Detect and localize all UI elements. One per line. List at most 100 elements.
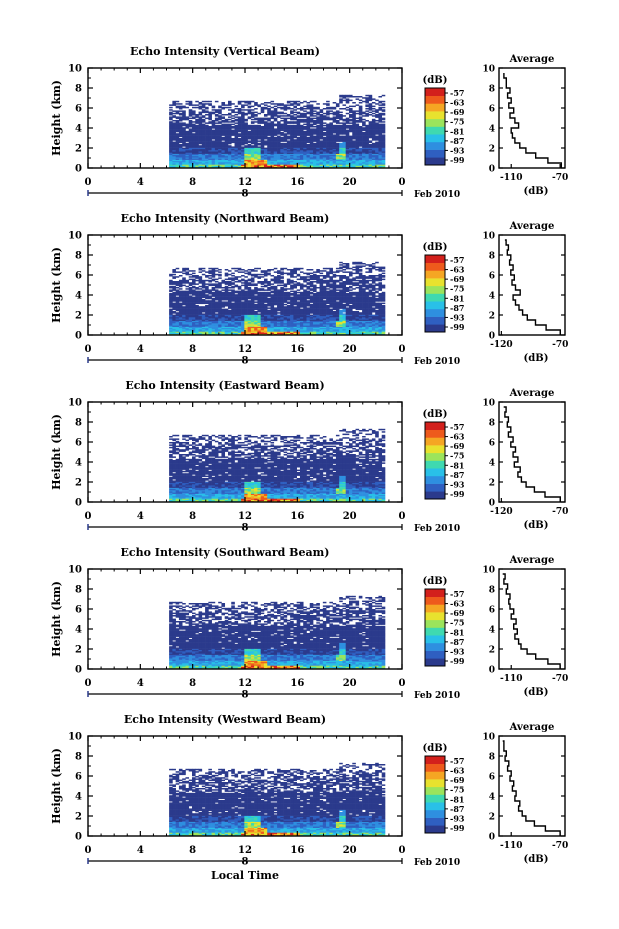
heatmap-cell xyxy=(299,108,304,110)
heatmap-cell xyxy=(227,148,232,151)
heatmap-cell xyxy=(195,121,199,123)
heatmap-cell xyxy=(169,117,173,120)
heatmap-cell xyxy=(280,104,284,106)
heatmap-cell xyxy=(277,139,281,141)
heatmap-cell xyxy=(293,146,297,148)
heatmap-cell xyxy=(267,141,271,144)
heatmap-cell xyxy=(277,146,281,148)
heatmap-cell xyxy=(316,118,320,121)
x-tick-label: 16 xyxy=(290,177,304,188)
heatmap-cell xyxy=(241,289,245,291)
heatmap-cell xyxy=(182,118,186,121)
heatmap-cell xyxy=(198,153,203,156)
heatmap-cell xyxy=(358,96,363,98)
heatmap-cell xyxy=(221,148,226,151)
heatmap-cell xyxy=(326,146,330,148)
heatmap-cell xyxy=(293,306,297,308)
heatmap-cell xyxy=(277,156,281,158)
y-tick-label: 10 xyxy=(68,64,82,75)
heatmap-cell xyxy=(188,164,193,166)
heatmap-cell xyxy=(260,144,265,146)
heatmap-cell xyxy=(332,146,337,148)
heatmap-cell xyxy=(313,110,317,112)
heatmap-cell xyxy=(286,117,291,120)
heatmap-cell xyxy=(260,276,265,278)
heatmap-cell xyxy=(188,132,193,134)
heatmap-cell xyxy=(296,104,301,106)
heatmap-cell xyxy=(237,103,242,105)
heatmap-cell xyxy=(178,160,183,163)
heatmap-cell xyxy=(319,148,324,151)
heatmap-cell xyxy=(175,152,180,154)
heatmap-cell xyxy=(241,148,245,151)
heatmap-cell xyxy=(319,111,324,114)
heatmap-cell xyxy=(260,135,265,138)
heatmap-cell xyxy=(244,114,248,116)
heatmap-cell xyxy=(211,148,216,151)
heatmap-cell xyxy=(296,123,301,126)
heatmap-cell xyxy=(214,152,219,154)
heatmap-cell xyxy=(309,138,314,140)
heatmap-cell xyxy=(218,139,222,141)
heatmap-cell xyxy=(270,133,275,135)
heatmap-cell xyxy=(322,165,327,168)
heatmap-cell xyxy=(227,106,232,109)
heatmap-cell xyxy=(175,271,180,273)
heatmap-cell xyxy=(306,133,311,135)
heatmap-cell xyxy=(319,128,324,130)
heatmap-cell xyxy=(306,165,311,168)
heatmap-cell xyxy=(241,158,245,160)
heatmap-cell xyxy=(273,124,278,127)
heatmap-cell xyxy=(296,103,301,105)
heatmap-cell xyxy=(234,120,239,122)
heatmap-cell xyxy=(247,163,252,165)
heatmap-cell xyxy=(254,135,258,138)
heatmap-cell xyxy=(234,126,239,128)
heatmap-cell xyxy=(309,157,314,159)
heatmap-cell xyxy=(247,152,252,154)
heatmap-cell xyxy=(244,100,248,103)
heatmap-cell xyxy=(208,136,212,139)
heatmap-cell xyxy=(175,134,180,136)
heatmap-cell xyxy=(352,105,356,108)
heatmap-cell xyxy=(237,134,242,136)
heatmap-cell xyxy=(263,115,268,117)
heatmap-cell xyxy=(241,135,245,138)
heatmap-cell xyxy=(214,158,219,160)
heatmap-cell xyxy=(378,104,383,106)
heatmap-cell xyxy=(221,121,226,123)
heatmap-cell xyxy=(227,127,232,129)
heatmap-cell xyxy=(257,130,261,133)
heatmap-cell xyxy=(198,148,203,151)
heatmap-cell xyxy=(316,106,320,109)
heatmap-cell xyxy=(221,120,226,122)
heatmap-cell xyxy=(319,130,324,133)
heatmap-cell xyxy=(231,285,235,288)
heatmap-cell xyxy=(309,152,314,154)
heatmap-cell xyxy=(178,148,183,151)
heatmap-cell xyxy=(283,145,288,147)
heatmap-cell xyxy=(342,94,347,97)
heatmap-cell xyxy=(224,163,229,165)
heatmap-cell xyxy=(257,313,261,315)
heatmap-cell xyxy=(368,140,373,142)
heatmap-cell xyxy=(332,121,337,123)
heatmap-cell xyxy=(198,108,203,110)
heatmap-cell xyxy=(293,132,297,134)
heatmap-cell xyxy=(188,276,193,278)
heatmap-cell xyxy=(316,164,320,166)
heatmap-cell xyxy=(250,148,255,151)
heatmap-cell xyxy=(192,275,196,277)
heatmap-cell xyxy=(313,120,317,122)
heatmap-cell xyxy=(283,127,288,129)
heatmap-cell xyxy=(198,102,203,104)
heatmap-cell xyxy=(205,145,209,147)
heatmap-cell xyxy=(234,165,239,168)
heatmap-cell xyxy=(172,145,176,147)
heatmap-cell xyxy=(296,126,301,128)
heatmap-cell xyxy=(371,142,376,145)
heatmap-cell xyxy=(355,96,360,98)
heatmap-cell xyxy=(290,134,294,136)
heatmap-cell xyxy=(365,108,369,110)
